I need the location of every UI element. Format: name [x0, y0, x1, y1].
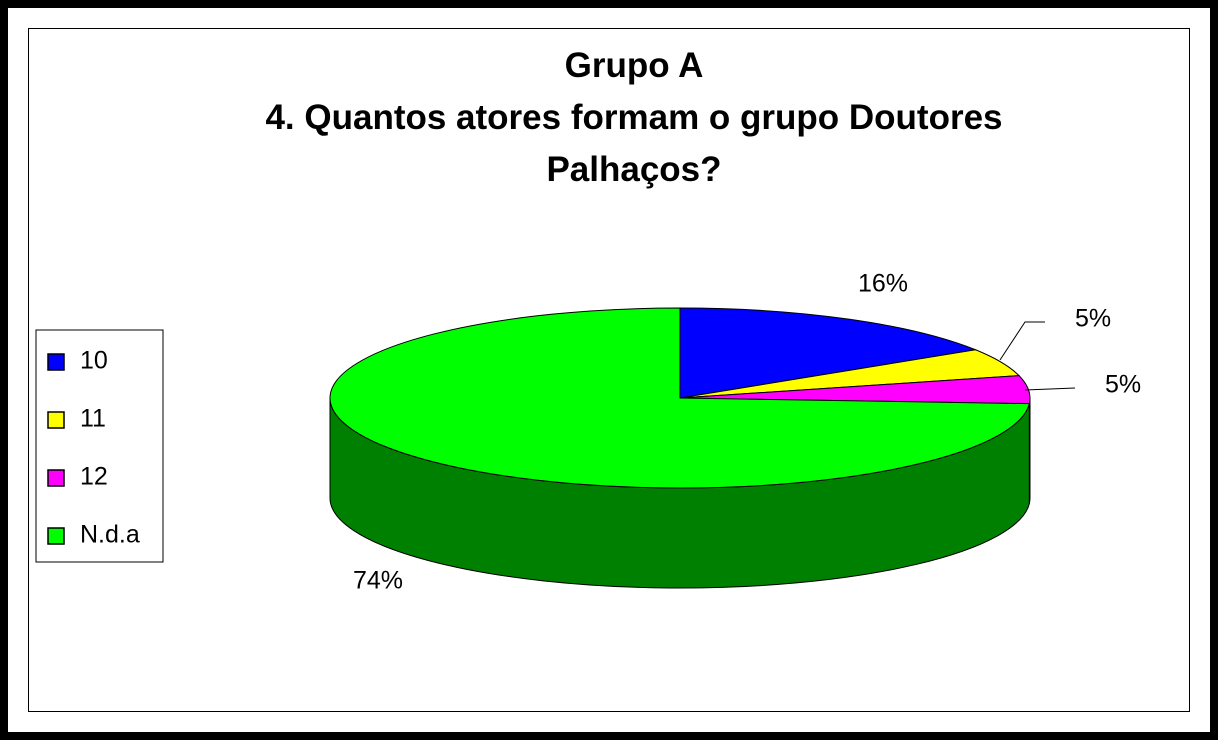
data-label: 16%	[858, 270, 908, 298]
legend-label: N.d.a	[80, 521, 140, 549]
legend-swatch	[47, 353, 65, 371]
data-label: 74%	[353, 567, 403, 595]
chart-subtitle: 4. Quantos atores formam o grupo Doutore…	[265, 98, 1003, 189]
leader-line	[999, 321, 1045, 361]
pie-slice	[679, 307, 978, 399]
legend-swatch	[47, 527, 65, 545]
data-label: 5%	[1105, 371, 1141, 399]
legend-label: 12	[80, 463, 108, 491]
legend-swatch	[47, 411, 65, 429]
legend-label: 11	[80, 405, 106, 433]
plot-frame	[28, 28, 1190, 712]
chart-title: Grupo A	[564, 46, 704, 85]
leader-line	[1024, 387, 1076, 391]
legend-swatch	[47, 469, 65, 487]
pie-slice	[329, 307, 1030, 489]
legend-label: 10	[80, 347, 108, 375]
data-label: 5%	[1075, 305, 1111, 333]
